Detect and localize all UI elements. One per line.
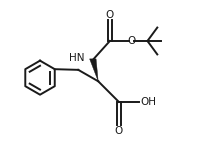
Text: O: O <box>115 126 123 135</box>
Text: OH: OH <box>141 97 157 107</box>
Text: O: O <box>106 10 114 20</box>
Polygon shape <box>90 59 98 81</box>
Text: O: O <box>127 36 135 46</box>
Text: HN: HN <box>69 53 85 63</box>
